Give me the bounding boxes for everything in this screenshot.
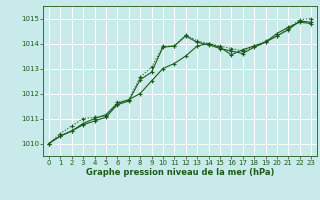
X-axis label: Graphe pression niveau de la mer (hPa): Graphe pression niveau de la mer (hPa) bbox=[86, 168, 274, 177]
